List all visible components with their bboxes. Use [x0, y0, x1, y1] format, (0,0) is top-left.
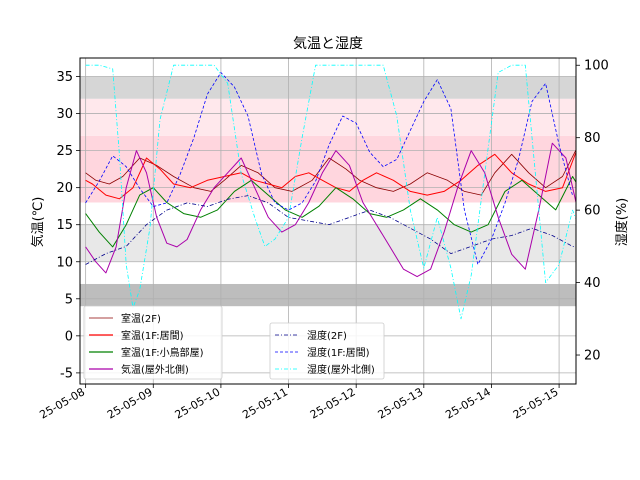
y-tick-label-left: 35 — [56, 70, 73, 85]
x-tick-label: 25-05-13 — [376, 385, 426, 421]
x-tick-label: 25-05-10 — [173, 385, 223, 421]
y-tick-label-right: 80 — [584, 131, 601, 146]
legend-label-room-1f-living: 室温(1F:居間) — [121, 329, 184, 342]
legend-label-humidity-outdoor: 湿度(屋外北側) — [307, 363, 375, 376]
legend-right: 湿度(2F) 湿度(1F:居間) 湿度(屋外北側) — [269, 322, 385, 380]
band-2 — [80, 135, 576, 203]
x-tick-label: 25-05-14 — [443, 385, 493, 421]
legend-label-room-2f: 室温(2F) — [121, 312, 161, 325]
series-lines — [85, 64, 576, 320]
legend-label-humidity-1f-living: 湿度(1F:居間) — [307, 346, 370, 359]
y-tick-label-left: 0 — [65, 329, 73, 344]
band-3 — [80, 98, 576, 136]
y-tick-label-right: 20 — [584, 349, 601, 364]
band-1 — [80, 224, 576, 262]
y-tick-label-left: 20 — [56, 181, 73, 196]
series-line-0 — [85, 149, 576, 196]
y-ticks-right: 20 40 60 80 100 — [576, 59, 609, 364]
y-tick-label-left: 10 — [56, 255, 73, 270]
legend-label-outdoor: 気温(屋外北側) — [121, 363, 189, 376]
series-line-5 — [85, 72, 573, 265]
y-tick-label-right: 60 — [584, 204, 601, 219]
legend-right-box — [269, 322, 385, 380]
band-4 — [80, 76, 576, 99]
y-axis-label-left: 気温(℃) — [30, 197, 46, 248]
x-tick-label: 25-05-09 — [105, 385, 155, 421]
y-tick-label-left: 5 — [65, 292, 73, 307]
x-ticks: 25-05-08 25-05-09 25-05-10 25-05-11 25-05-12… — [37, 384, 561, 422]
legend-label-humidity-2f: 湿度(2F) — [307, 329, 347, 342]
legend-left-box — [83, 305, 223, 380]
y-tick-label-left: 25 — [56, 144, 73, 159]
x-tick-label: 25-05-08 — [37, 385, 87, 421]
background-bands — [80, 76, 576, 307]
series-line-4 — [85, 195, 576, 265]
y-tick-label-right: 40 — [584, 276, 601, 291]
series-line-2 — [85, 176, 576, 248]
series-line-6 — [85, 64, 576, 320]
x-tick-label: 25-05-12 — [308, 385, 358, 421]
legend-label-room-1f-bird: 室温(1F:小鳥部屋) — [121, 346, 204, 359]
chart-title: 気温と湿度 — [293, 36, 363, 52]
legend-left: 室温(2F) 室温(1F:居間) 室温(1F:小鳥部屋) 気温(屋外北側) — [83, 305, 223, 380]
y-tick-label-left: -5 — [60, 366, 73, 381]
plot-frame — [79, 57, 577, 385]
x-tick-label: 25-05-15 — [511, 385, 561, 421]
y-axis-label-right: 湿度(%) — [614, 198, 630, 247]
y-tick-label-right: 100 — [584, 59, 609, 74]
series-line-3 — [85, 142, 576, 278]
y-ticks-left: -5 0 5 10 15 20 25 30 35 — [56, 70, 80, 381]
band-0 — [80, 283, 576, 307]
x-tick-label: 25-05-11 — [240, 385, 290, 421]
y-tick-label-left: 30 — [56, 107, 73, 122]
y-tick-label-left: 15 — [56, 218, 73, 233]
